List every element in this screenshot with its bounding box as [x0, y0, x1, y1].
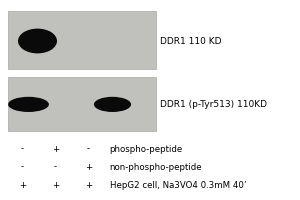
- FancyBboxPatch shape: [8, 77, 156, 131]
- FancyBboxPatch shape: [8, 11, 156, 69]
- Ellipse shape: [8, 97, 49, 112]
- Text: -: -: [21, 162, 24, 171]
- Text: DDR1 110 KD: DDR1 110 KD: [160, 36, 222, 46]
- Ellipse shape: [18, 29, 57, 53]
- Text: HepG2 cell, Na3VO4 0.3mM 40’: HepG2 cell, Na3VO4 0.3mM 40’: [110, 182, 246, 190]
- Ellipse shape: [94, 97, 131, 112]
- Text: +: +: [52, 182, 59, 190]
- Text: +: +: [52, 144, 59, 154]
- Text: DDR1 (p-Tyr513) 110KD: DDR1 (p-Tyr513) 110KD: [160, 100, 268, 109]
- Text: -: -: [87, 144, 90, 154]
- Text: non-phospho-peptide: non-phospho-peptide: [110, 162, 202, 171]
- Text: phospho-peptide: phospho-peptide: [110, 144, 183, 154]
- Text: -: -: [21, 144, 24, 154]
- Text: -: -: [54, 162, 57, 171]
- Text: +: +: [19, 182, 26, 190]
- Text: +: +: [85, 182, 92, 190]
- Text: +: +: [85, 162, 92, 171]
